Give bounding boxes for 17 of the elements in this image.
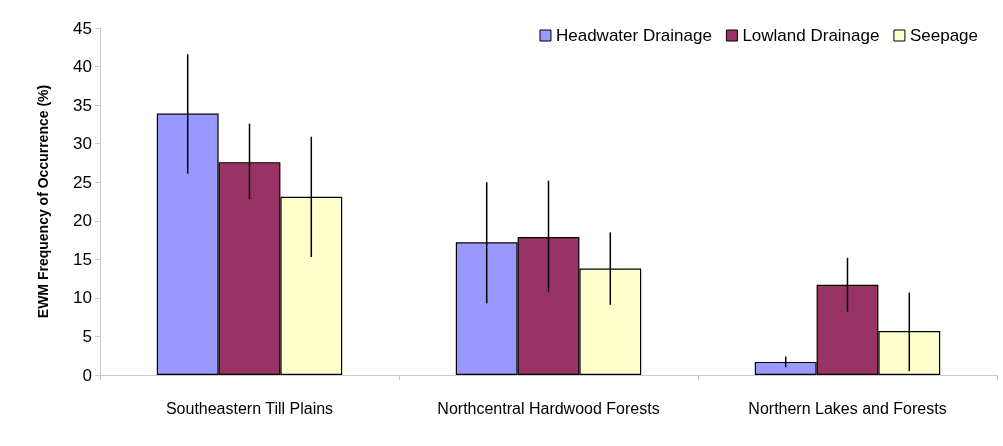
x-tick-label: Northern Lakes and Forests: [748, 399, 947, 417]
legend-label: Lowland Drainage: [742, 26, 880, 45]
y-tick-label: 45: [73, 18, 92, 38]
y-tick-label: 0: [82, 365, 92, 385]
y-tick-label: 35: [73, 95, 92, 115]
y-axis-title: EWM Frequency of Occurrence (%): [35, 84, 51, 319]
x-tick-label: Northcentral Hardwood Forests: [437, 399, 660, 417]
y-tick-label: 15: [73, 249, 92, 269]
y-tick-label: 20: [73, 211, 92, 231]
legend-label: Headwater Drainage: [555, 26, 712, 45]
y-tick-label: 25: [73, 172, 92, 192]
y-tick-label: 5: [82, 326, 92, 346]
y-tick-label: 40: [73, 57, 92, 77]
y-tick-label: 10: [73, 288, 92, 308]
x-tick-label: Southeastern Till Plains: [165, 399, 334, 417]
legend-label: Seepage: [909, 26, 979, 45]
y-tick-label: 30: [73, 134, 92, 154]
